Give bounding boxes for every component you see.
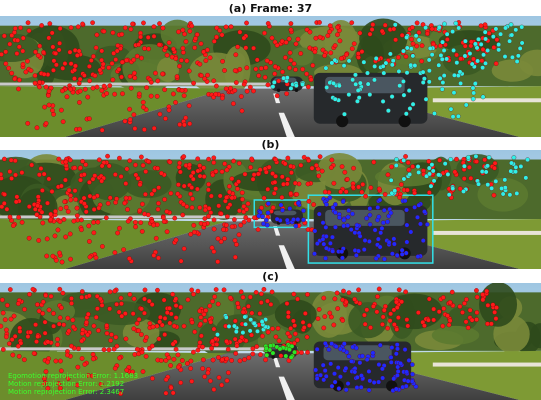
panel-b-label: (b) — [261, 138, 280, 151]
status-line-motion-1: Motion reprojection Error: 1.2192 — [8, 380, 125, 388]
feature-points — [0, 286, 499, 397]
panel-b-image — [0, 150, 541, 269]
status-line-egomotion: Egomotion reprojection Error: 1.1683 — [8, 372, 139, 380]
panel-a-label: (a) — [228, 2, 247, 15]
frame-title: Frame: 37 — [250, 2, 313, 15]
street-scene — [0, 283, 541, 400]
feature-points — [0, 20, 525, 133]
street-scene — [0, 16, 541, 137]
status-line-motion-2: Motion reprojection Error: 2.3467 — [8, 388, 125, 396]
panel-c-label: (c) — [262, 270, 279, 283]
street-scene — [0, 150, 541, 269]
panel-a-heading: (a) Frame: 37 — [0, 2, 541, 16]
feature-points — [0, 153, 530, 265]
panel-c-image — [0, 283, 541, 400]
panel-a-image — [0, 16, 541, 137]
